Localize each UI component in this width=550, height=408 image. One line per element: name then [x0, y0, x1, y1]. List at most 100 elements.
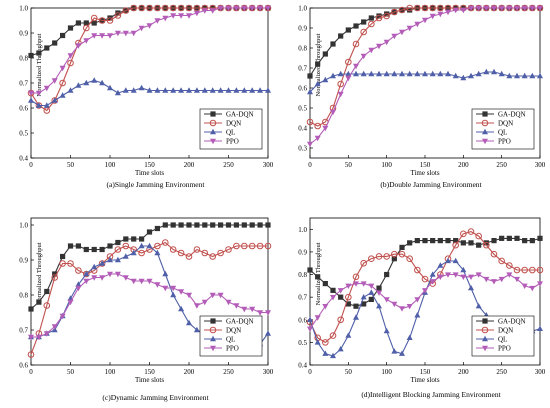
data-point [498, 257, 505, 265]
series-ppo [28, 5, 271, 97]
data-point [353, 70, 359, 77]
data-point [337, 70, 344, 77]
data-point [460, 274, 467, 280]
data-point [406, 334, 413, 341]
data-point [209, 292, 216, 299]
data-point [452, 272, 459, 278]
chart-panel-1: 0 50 100 150 200 250 300 0.4 0.5 0.6 0.7 0.8 0.9 1.0 T… [19, 5, 274, 190]
data-point [314, 80, 321, 87]
data-point [460, 74, 467, 81]
data-point [460, 230, 467, 238]
data-point [35, 334, 42, 341]
data-point [384, 271, 390, 278]
data-point [368, 47, 375, 54]
data-point [233, 303, 240, 309]
y-tick-label: 0.6 [19, 105, 28, 113]
data-point [360, 281, 367, 287]
x-tick-label: 100 [105, 368, 116, 376]
panel-caption: (c)Dynamic Jamming Environment [102, 393, 209, 402]
data-point [59, 260, 66, 267]
data-point [429, 70, 436, 77]
data-point [529, 72, 536, 79]
data-point [193, 4, 201, 12]
legend-label: QL [498, 129, 507, 137]
legend-label: QL [498, 336, 507, 344]
x-tick-label: 200 [184, 161, 195, 169]
data-point [107, 243, 113, 249]
data-point [122, 275, 129, 281]
series-line [30, 79, 268, 107]
data-point [406, 4, 413, 12]
data-point [225, 299, 232, 306]
y-tick-label: 0.4 [298, 362, 307, 370]
data-point [460, 7, 467, 14]
legend-marker [482, 111, 488, 117]
data-point [330, 294, 336, 301]
data-point [44, 288, 50, 295]
data-point [429, 279, 436, 285]
data-point [429, 271, 436, 277]
data-point [445, 272, 451, 278]
series-ga-dqn [307, 235, 543, 309]
data-point [322, 280, 328, 287]
data-point [162, 239, 169, 246]
legend-label: GA-DQN [498, 318, 526, 326]
data-point [209, 8, 216, 14]
data-point [452, 241, 459, 249]
data-point [368, 20, 375, 28]
data-point [360, 259, 367, 267]
data-point [368, 289, 375, 295]
data-point [178, 305, 185, 312]
data-point [138, 249, 145, 257]
data-point [122, 242, 130, 250]
data-point [353, 281, 359, 287]
data-point [75, 20, 81, 26]
data-point [249, 222, 255, 228]
data-point [154, 4, 161, 12]
legend-label: PPO [226, 345, 239, 353]
data-point [123, 236, 129, 242]
data-point [107, 33, 113, 39]
data-point [91, 33, 98, 39]
data-point [452, 7, 459, 14]
data-point [421, 275, 429, 283]
data-point [241, 242, 248, 250]
data-point [67, 53, 74, 59]
data-point [202, 222, 208, 228]
data-point [445, 70, 451, 77]
chart-panel-4: 0 50 100 150 200 250 300 0.4 0.5 0.6 0.7 0.8 0.9 1.0 T… [298, 217, 546, 399]
data-point [83, 278, 90, 285]
panel-caption: (d)Intelligent Blocking Jamming Environm… [361, 390, 501, 399]
data-point [210, 222, 216, 228]
data-point [154, 242, 161, 250]
data-point [452, 257, 459, 264]
y-tick-label: 0.9 [298, 25, 307, 33]
legend-box [199, 108, 263, 150]
series-ql [28, 77, 271, 108]
data-point [162, 285, 169, 292]
series-line [30, 7, 268, 57]
x-tick-label: 0 [29, 161, 33, 169]
data-point [468, 284, 474, 291]
data-point [217, 249, 224, 257]
data-point [186, 319, 192, 326]
data-point [217, 292, 224, 299]
data-point [391, 70, 398, 77]
legend-marker [481, 119, 489, 127]
data-point [460, 240, 466, 246]
data-point [185, 253, 193, 260]
data-point [376, 303, 382, 309]
data-point [330, 72, 336, 79]
data-point [467, 228, 475, 235]
data-point [307, 141, 313, 148]
data-point [51, 324, 58, 330]
data-point [521, 266, 528, 274]
data-point [330, 287, 336, 293]
data-point [265, 310, 271, 316]
x-tick-label: 300 [535, 161, 546, 169]
data-point [483, 241, 490, 249]
data-point [201, 8, 208, 14]
data-point [122, 30, 129, 37]
data-point [498, 70, 505, 77]
